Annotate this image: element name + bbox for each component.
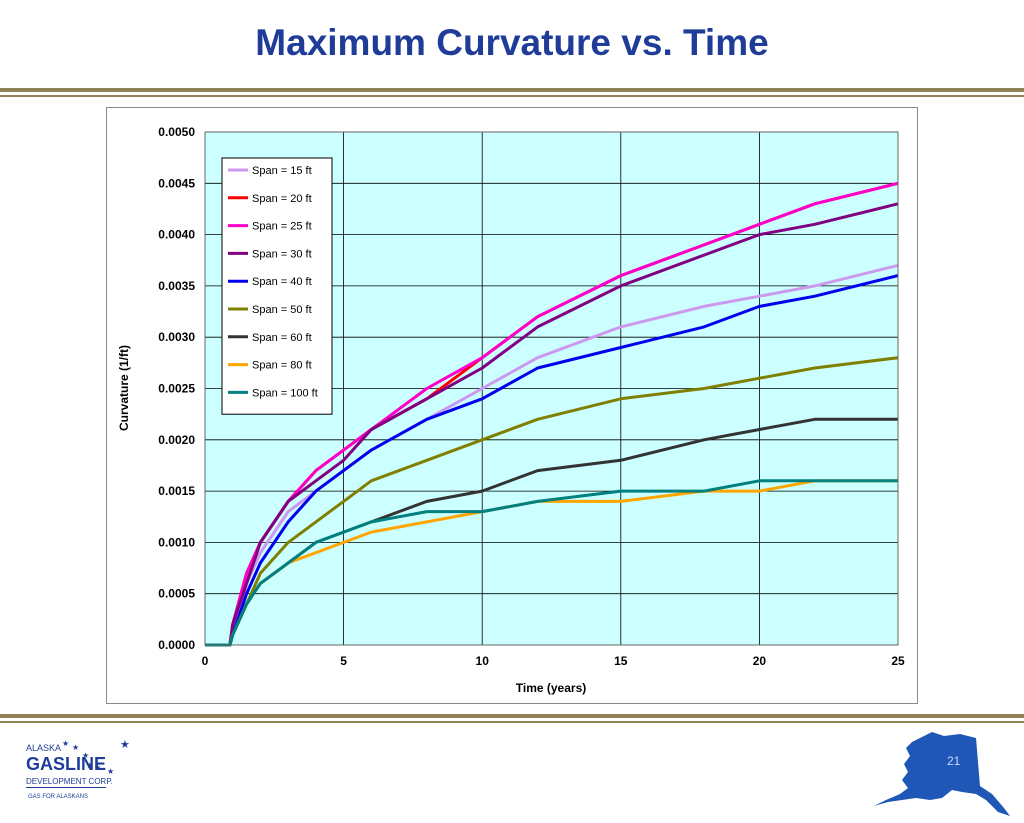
curvature-chart: 0 5 10 15 20 25 0.0000 0.0005 0.0010 0.0015 0.0020… (117, 125, 905, 695)
star-icon: ★ (86, 761, 93, 770)
legend-label: Span = 40 ft (252, 276, 312, 288)
x-tick-label: 0 (202, 654, 209, 668)
y-axis-label: Curvature (1/ft) (117, 345, 131, 431)
y-tick-label: 0.0030 (158, 330, 195, 344)
logo-line2: GASLINE (26, 754, 106, 774)
y-tick-label: 0.0005 (158, 587, 195, 601)
star-icon: ★ (72, 743, 79, 752)
y-tick-label: 0.0040 (158, 228, 195, 242)
top-rule-thick (0, 88, 1024, 92)
star-icon-group: ★ ★ ★ ★ ★ ★ ★ (62, 739, 130, 776)
alaska-map-icon (872, 728, 1012, 818)
bottom-rule-thick (0, 714, 1024, 718)
legend-label: Span = 60 ft (252, 332, 312, 344)
series-line (205, 479, 898, 647)
legend-box (221, 157, 333, 415)
top-rule-thin (0, 95, 1024, 97)
legend-label: Span = 100 ft (252, 387, 318, 399)
legend-label: Span = 50 ft (252, 304, 312, 316)
logo-tagline: GAS FOR ALASKANS (28, 794, 88, 800)
legend-label: Span = 15 ft (252, 165, 312, 177)
series-layer (205, 181, 899, 647)
x-tick-label: 5 (340, 654, 347, 668)
x-tick-label: 20 (753, 654, 767, 668)
star-icon: ★ (120, 739, 130, 751)
y-tick-label: 0.0025 (158, 382, 195, 396)
star-icon: ★ (82, 751, 89, 760)
legend: Span = 15 ft Span = 20 ft Span = 25 ft Span… (221, 157, 333, 415)
bottom-rule-thin (0, 721, 1024, 723)
star-icon: ★ (107, 767, 114, 776)
legend-label: Span = 20 ft (252, 193, 312, 205)
chart-frame: 0 5 10 15 20 25 0.0000 0.0005 0.0010 0.0015 0.0020… (106, 107, 918, 704)
agdc-logo-graphic: ALASKA GASLINE DEVELOPMENT CORP. GAS FOR… (26, 739, 130, 800)
y-tick-label: 0.0050 (158, 125, 195, 139)
legend-label: Span = 80 ft (252, 360, 312, 372)
y-tick-label: 0.0045 (158, 176, 195, 190)
series-line (205, 274, 899, 647)
logo-line3: DEVELOPMENT CORP. (26, 777, 113, 786)
star-icon: ★ (94, 763, 101, 772)
star-icon: ★ (62, 739, 69, 748)
y-tick-label: 0.0000 (158, 638, 195, 652)
logo-line1: ALASKA (26, 743, 61, 753)
y-tick-label: 0.0035 (158, 279, 195, 293)
alaska-shape (874, 732, 1010, 816)
x-tick-label: 15 (614, 654, 628, 668)
series-line (205, 202, 899, 647)
page-number: 21 (947, 754, 961, 768)
y-tick-label: 0.0020 (158, 433, 195, 447)
tick-layer: 0 5 10 15 20 25 0.0000 0.0005 0.0010 0.0015 0.0020… (158, 125, 905, 668)
y-tick-label: 0.0015 (158, 484, 195, 498)
logo-underline (26, 787, 106, 788)
plot-border (204, 131, 899, 646)
alaska-map-graphic (874, 732, 1010, 816)
grid-layer (204, 131, 899, 646)
x-tick-label: 25 (891, 654, 905, 668)
x-tick-label: 10 (476, 654, 490, 668)
legend-label: Span = 30 ft (252, 248, 312, 260)
slide-title: Maximum Curvature vs. Time (255, 22, 769, 63)
x-axis-label: Time (years) (516, 681, 586, 695)
legend-label: Span = 25 ft (252, 221, 312, 233)
agdc-logo: ALASKA GASLINE DEVELOPMENT CORP. GAS FOR… (24, 738, 144, 808)
y-tick-label: 0.0010 (158, 535, 195, 549)
